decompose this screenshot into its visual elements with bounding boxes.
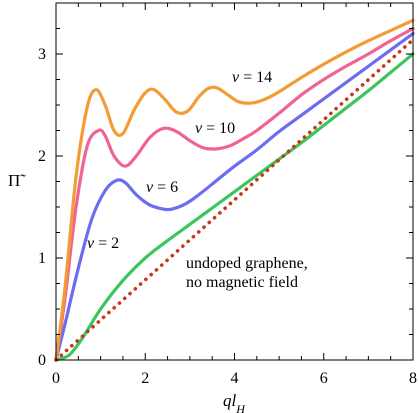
axis-ticks (55, 2, 414, 361)
series-label-undoped-line1: undoped graphene, (186, 255, 308, 272)
series-line-nu-10 (54, 26, 415, 362)
x-tick-label: 0 (52, 370, 60, 387)
x-tick-label: 2 (141, 370, 149, 387)
y-tick-labels: 0 1 2 3 (38, 46, 46, 369)
series-line-nu-14 (54, 18, 415, 362)
x-tick-label: 6 (320, 370, 328, 387)
series-label-nu-10: ν = 10 (195, 120, 235, 137)
series-label-nu-14: ν = 14 (232, 69, 272, 86)
x-tick-labels: 0 2 4 6 8 (52, 370, 417, 387)
y-tick-label: 2 (38, 148, 46, 165)
series-label-nu-2: ν = 2 (87, 235, 119, 252)
series-line-undoped-graphene (54, 37, 415, 362)
series-label-undoped-line2: no magnetic field (186, 274, 298, 291)
y-axis-label: Π̃ (8, 171, 26, 190)
plot-frame (55, 2, 414, 361)
x-axis-label: qlH (223, 391, 246, 413)
x-tick-label: 8 (409, 370, 417, 387)
y-tick-label: 3 (38, 46, 46, 63)
y-tick-label: 1 (38, 250, 46, 267)
x-tick-label: 4 (231, 370, 239, 387)
series-line-nu-2 (54, 52, 415, 362)
y-tick-label: 0 (38, 352, 46, 369)
plot-curves (54, 18, 415, 362)
series-line-nu-6 (54, 32, 415, 362)
series-label-nu-6: ν = 6 (146, 179, 178, 196)
